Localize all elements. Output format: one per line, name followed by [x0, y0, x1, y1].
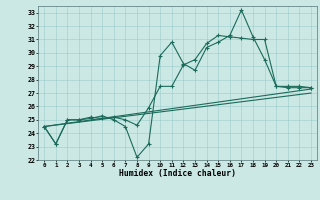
X-axis label: Humidex (Indice chaleur): Humidex (Indice chaleur) — [119, 169, 236, 178]
